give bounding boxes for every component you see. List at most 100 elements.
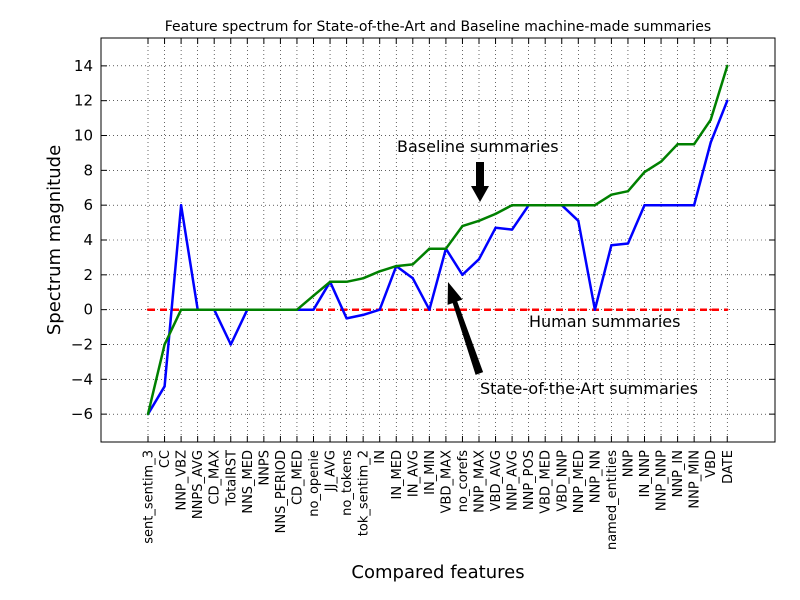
series-0-point	[676, 308, 679, 311]
series-0-point	[477, 308, 481, 311]
y-tick-label: 2	[83, 266, 93, 284]
series-0-point	[345, 308, 348, 311]
y-tick-label: 4	[83, 231, 93, 249]
series-0-point	[361, 308, 365, 311]
series-2-point	[179, 308, 183, 311]
x-tick-label: NNP	[621, 450, 636, 477]
series-0-point	[692, 308, 696, 311]
series-2-point	[213, 308, 216, 311]
series-1-point	[577, 219, 580, 223]
series-2-point	[411, 263, 414, 266]
series-1-point	[709, 141, 712, 144]
series-2-point	[246, 308, 249, 311]
series-2-point	[395, 264, 398, 268]
series-1-point	[361, 313, 365, 317]
y-ticks: −6 −4 −2 0 2 4 6 8 10 12 14	[71, 57, 775, 423]
x-tick-label: NNP_MIN	[688, 450, 703, 509]
x-tick-label: NNP_VBZ	[175, 450, 190, 511]
x-tick-label: NNP_IN	[671, 450, 686, 497]
x-tick-label: IN_MED	[390, 450, 405, 500]
series-1-point	[428, 308, 431, 311]
baseline-annotation: Baseline summaries	[397, 137, 559, 156]
grid	[101, 38, 775, 442]
baseline-arrow	[471, 162, 489, 202]
chart-title: Feature spectrum for State-of-the-Art an…	[165, 19, 711, 35]
series-2-point	[610, 193, 613, 196]
series-1-point	[692, 203, 696, 207]
series-0-point	[395, 308, 398, 311]
series-2-point	[527, 203, 530, 207]
series-2-point	[262, 308, 266, 311]
x-tick-label: CD_MAX	[208, 450, 223, 505]
series-2-point	[378, 270, 381, 273]
series-0-point	[494, 308, 497, 311]
series-line-1	[146, 100, 729, 415]
series-1-point	[345, 317, 348, 320]
x-tick-label: VBD	[704, 450, 719, 478]
sota-arrow	[447, 282, 484, 375]
x-tick-label: JJ_AVG	[324, 450, 339, 492]
x-tick-label: NNP_MED	[572, 450, 587, 513]
series-2-point	[544, 203, 547, 207]
series-0-point	[163, 308, 166, 311]
series-0-point	[577, 308, 580, 311]
series-2-point	[577, 203, 580, 207]
series-2-point	[279, 308, 282, 311]
series-0-point	[643, 308, 646, 311]
x-tick-label: IN_MIN	[423, 450, 438, 495]
series-2-point	[444, 247, 448, 250]
series-0-point	[560, 308, 563, 311]
x-tick-label: VBD_NNP	[555, 450, 570, 512]
x-axis-label: Compared features	[351, 562, 524, 583]
series-2-point	[494, 212, 497, 216]
x-tick-label: TotalRST	[224, 450, 239, 507]
sota-annotation: State-of-the-Art summaries	[480, 379, 698, 398]
series-0-point	[328, 308, 332, 311]
x-tick-label: no_openie	[307, 450, 322, 517]
series-2-point	[163, 343, 166, 346]
series-2-point	[626, 190, 630, 193]
y-tick-label: 0	[83, 301, 93, 319]
y-tick-label: 12	[74, 92, 93, 110]
series-2-point	[692, 143, 696, 146]
series-0-point	[510, 308, 514, 311]
series-2-point	[345, 280, 348, 283]
x-tick-label: no_tokens	[340, 450, 355, 516]
x-tick-label: IN_NNP	[638, 450, 653, 498]
series-2-point	[560, 203, 563, 207]
series-2-point	[328, 280, 332, 283]
series-1-point	[312, 308, 315, 311]
x-tick-label: NNP_NN	[588, 450, 603, 503]
series-1-point	[494, 226, 497, 230]
series-1-point	[610, 244, 613, 247]
y-tick-label: −4	[71, 370, 93, 388]
x-tick-label: DATE	[721, 450, 736, 484]
series-2-point	[676, 143, 679, 146]
series-1-point	[163, 385, 166, 388]
x-tick-label: IN	[373, 450, 388, 464]
series-2-point	[510, 203, 514, 207]
x-tick-label: IN_AVG	[406, 450, 421, 497]
y-tick-label: 6	[83, 196, 93, 214]
series-2-point	[146, 412, 150, 416]
x-tick-label: NNP_POS	[522, 450, 537, 510]
series-1-point	[659, 203, 663, 207]
series-2-point	[593, 203, 597, 207]
series-0-point	[527, 308, 530, 311]
series-2-point	[461, 224, 464, 228]
series-2-point	[229, 308, 232, 311]
x-tick-label: NNPS	[257, 450, 272, 486]
series-1-point	[726, 99, 729, 102]
series-line-2	[146, 65, 729, 415]
series-1-point	[461, 273, 464, 277]
series-0-point	[444, 308, 448, 311]
series-group	[146, 64, 729, 416]
series-1-point	[593, 308, 597, 311]
series-2-point	[295, 308, 299, 311]
series-2-point	[361, 277, 365, 280]
series-2-point	[428, 247, 431, 250]
series-2-point	[477, 219, 481, 223]
x-tick-label: VBD_MAX	[439, 450, 454, 513]
x-tick-label: CD_MED	[290, 450, 305, 505]
